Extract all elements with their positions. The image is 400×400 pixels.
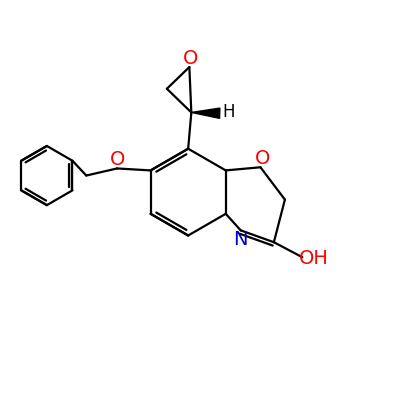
Text: O: O xyxy=(182,49,198,68)
Text: N: N xyxy=(234,230,248,248)
Text: O: O xyxy=(255,149,270,168)
Text: OH: OH xyxy=(299,249,329,268)
Text: H: H xyxy=(222,104,235,122)
Polygon shape xyxy=(191,108,220,118)
Text: O: O xyxy=(109,150,125,169)
